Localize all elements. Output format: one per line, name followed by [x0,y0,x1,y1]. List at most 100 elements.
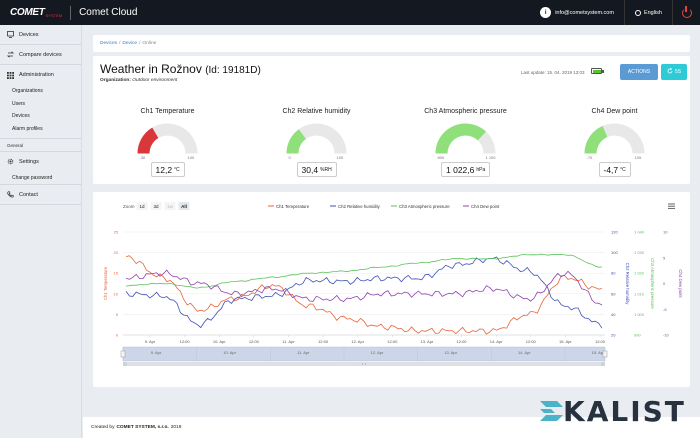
x-tick-label: 12:00 [318,339,329,344]
scrollbar-right-arrow [601,362,605,366]
gauge-min: 800 [437,155,445,160]
series-line-1 [125,255,603,335]
gauge-min: -70 [586,155,593,160]
legend-item-1[interactable]: Ch1 Temperature [276,204,310,209]
gauge-title: Ch4 Dew point [591,108,638,115]
sidebar-sub-alarm-profiles[interactable]: Alarm profiles [12,125,43,132]
navigator-tick-label: 9. Apr [151,350,162,355]
y-right-tick-2: 990 [634,333,641,338]
gauge-max: 100 [187,155,195,160]
gauge-value-number: 30,4 [301,164,319,175]
navigator-left-handle[interactable] [120,350,126,358]
gauge-min: -30 [139,155,146,160]
scrollbar-left-arrow [123,362,127,366]
navigator-tick-label: 12. Apr [371,350,384,355]
y-right-tick-2: 1 030 [634,250,645,255]
navigator-tick-label: 10. Apr [223,350,236,355]
gauge-fill [286,129,306,154]
gauge-value: 12,2 °C [150,162,185,177]
actions-button[interactable]: ACTIONS [620,64,658,80]
y-right-tick-2: 1 000 [634,312,645,317]
gauge-max: 100 [336,155,344,160]
gear-icon [7,158,14,165]
share-button[interactable]: 5S [661,64,687,80]
sidebar-item-devices[interactable]: Devices [0,25,81,45]
x-tick-label: 9. Apr [145,339,156,344]
zoom-3d-button[interactable] [150,202,162,210]
x-tick-label: 14. Apr [490,339,503,344]
series-line-4 [125,269,603,306]
sidebar-item-contact[interactable]: Contact [0,185,81,205]
gauge-value-number: 12,2 [155,164,173,175]
y-right-axis-label-2: Ch3 Atmospheric pressure [650,258,655,309]
user-menu[interactable]: i info@cometsystem.com [540,0,625,25]
gauge-max: 105 [634,155,642,160]
navigator-scrollbar[interactable] [123,362,605,366]
sidebar-sub-users[interactable]: Users [12,100,26,107]
gauge-2: Ch2 Relative humidity 0 100 30,4 %RH [242,98,391,184]
x-tick-label: 13. Apr [421,339,434,344]
battery-icon [591,68,604,74]
breadcrumb-device[interactable]: Device [122,41,138,46]
zoom-3d-label: 3d [153,204,159,209]
gauge-title: Ch1 Temperature [140,108,195,115]
language-selector[interactable]: English [625,0,673,25]
y-right-tick-3: -10 [663,333,670,338]
y-left-tick: 20 [114,250,119,255]
chart-menu-icon[interactable] [666,201,677,211]
user-email: info@cometsystem.com [555,9,614,16]
zoom-1w-button[interactable] [164,202,176,210]
sidebar-item-label: Devices [19,31,39,38]
y-left-tick: 5 [116,312,119,317]
sidebar-item-label: Compare devices [19,51,62,58]
legend-item-2[interactable]: Ch2 Relative humidity [338,204,381,209]
legend-item-4[interactable]: Ch4 Dew point [471,204,500,209]
gauge-value-number: -4,7 [603,164,619,175]
sidebar-sub-devices[interactable]: Devices [12,113,30,120]
gauge-1: Ch1 Temperature -30 100 12,2 °C [93,98,242,184]
breadcrumb-separator: / [139,41,141,46]
chart-svg[interactable]: Zoom 1d 3d 1w All Ch1 Temperature Ch2 Relative… [93,192,690,387]
x-tick-label: 12:00 [387,339,398,344]
y-right-tick-3: 0 [663,281,666,286]
logout-button[interactable] [673,0,700,25]
x-tick-label: 12. Apr [351,339,364,344]
y-right-tick-1: 100 [611,250,618,255]
grid-icon [7,71,14,79]
y-right-tick-2: 1 020 [634,271,645,276]
watermark-text: KALIST [563,394,686,428]
sidebar-item-settings[interactable]: Settings [0,151,81,171]
navigator[interactable] [122,346,606,362]
zoom-All-button[interactable] [178,202,190,210]
language-label: English [643,9,662,16]
gauge-value: 1 022,6 hPa [441,162,491,177]
app-title: Comet Cloud [79,7,138,18]
footer-prefix: Created by [91,425,115,430]
gauge-value-number: 1 022,6 [446,164,475,175]
gauge-value-unit: °C [620,166,626,173]
sidebar-section-general: General [0,138,81,151]
x-tick-label: 10. Apr [213,339,226,344]
user-avatar: i [540,7,552,18]
gauge-fill [584,125,608,154]
sidebar-sub-change-password[interactable]: Change password [0,171,81,185]
device-name: Weather in Rožnov [100,62,202,76]
navigator-right-handle[interactable] [602,350,608,358]
gauge-arc [286,123,347,154]
sidebar-item-administration[interactable]: Administration [0,65,81,85]
y-right-tick-3: 10 [663,230,668,235]
gauge-arc [137,123,198,154]
legend-item-3[interactable]: Ch3 Atmospheric pressure [399,204,450,209]
gauges-panel: Ch1 Temperature -30 100 12,2 °C Ch2 Relative … [93,98,690,184]
gauge-title: Ch2 Relative humidity [282,108,351,115]
history-chart: Zoom 1d 3d 1w All Ch1 Temperature Ch2 Relative… [93,192,690,387]
sidebar-item-compare-devices[interactable]: Compare devices [0,45,81,65]
x-tick-label: 11. Apr [282,339,295,344]
sidebar-sub-organizations[interactable]: Organizations [12,88,43,95]
zoom-1d-button[interactable] [136,202,148,210]
breadcrumb-devices[interactable]: Devices [100,41,118,46]
gauge-min: 0 [288,155,291,160]
x-tick-label: 12:00 [457,339,468,344]
comet-logo[interactable]: COMET SYSTEM [0,7,62,18]
x-tick-label: 12:00 [595,339,606,344]
